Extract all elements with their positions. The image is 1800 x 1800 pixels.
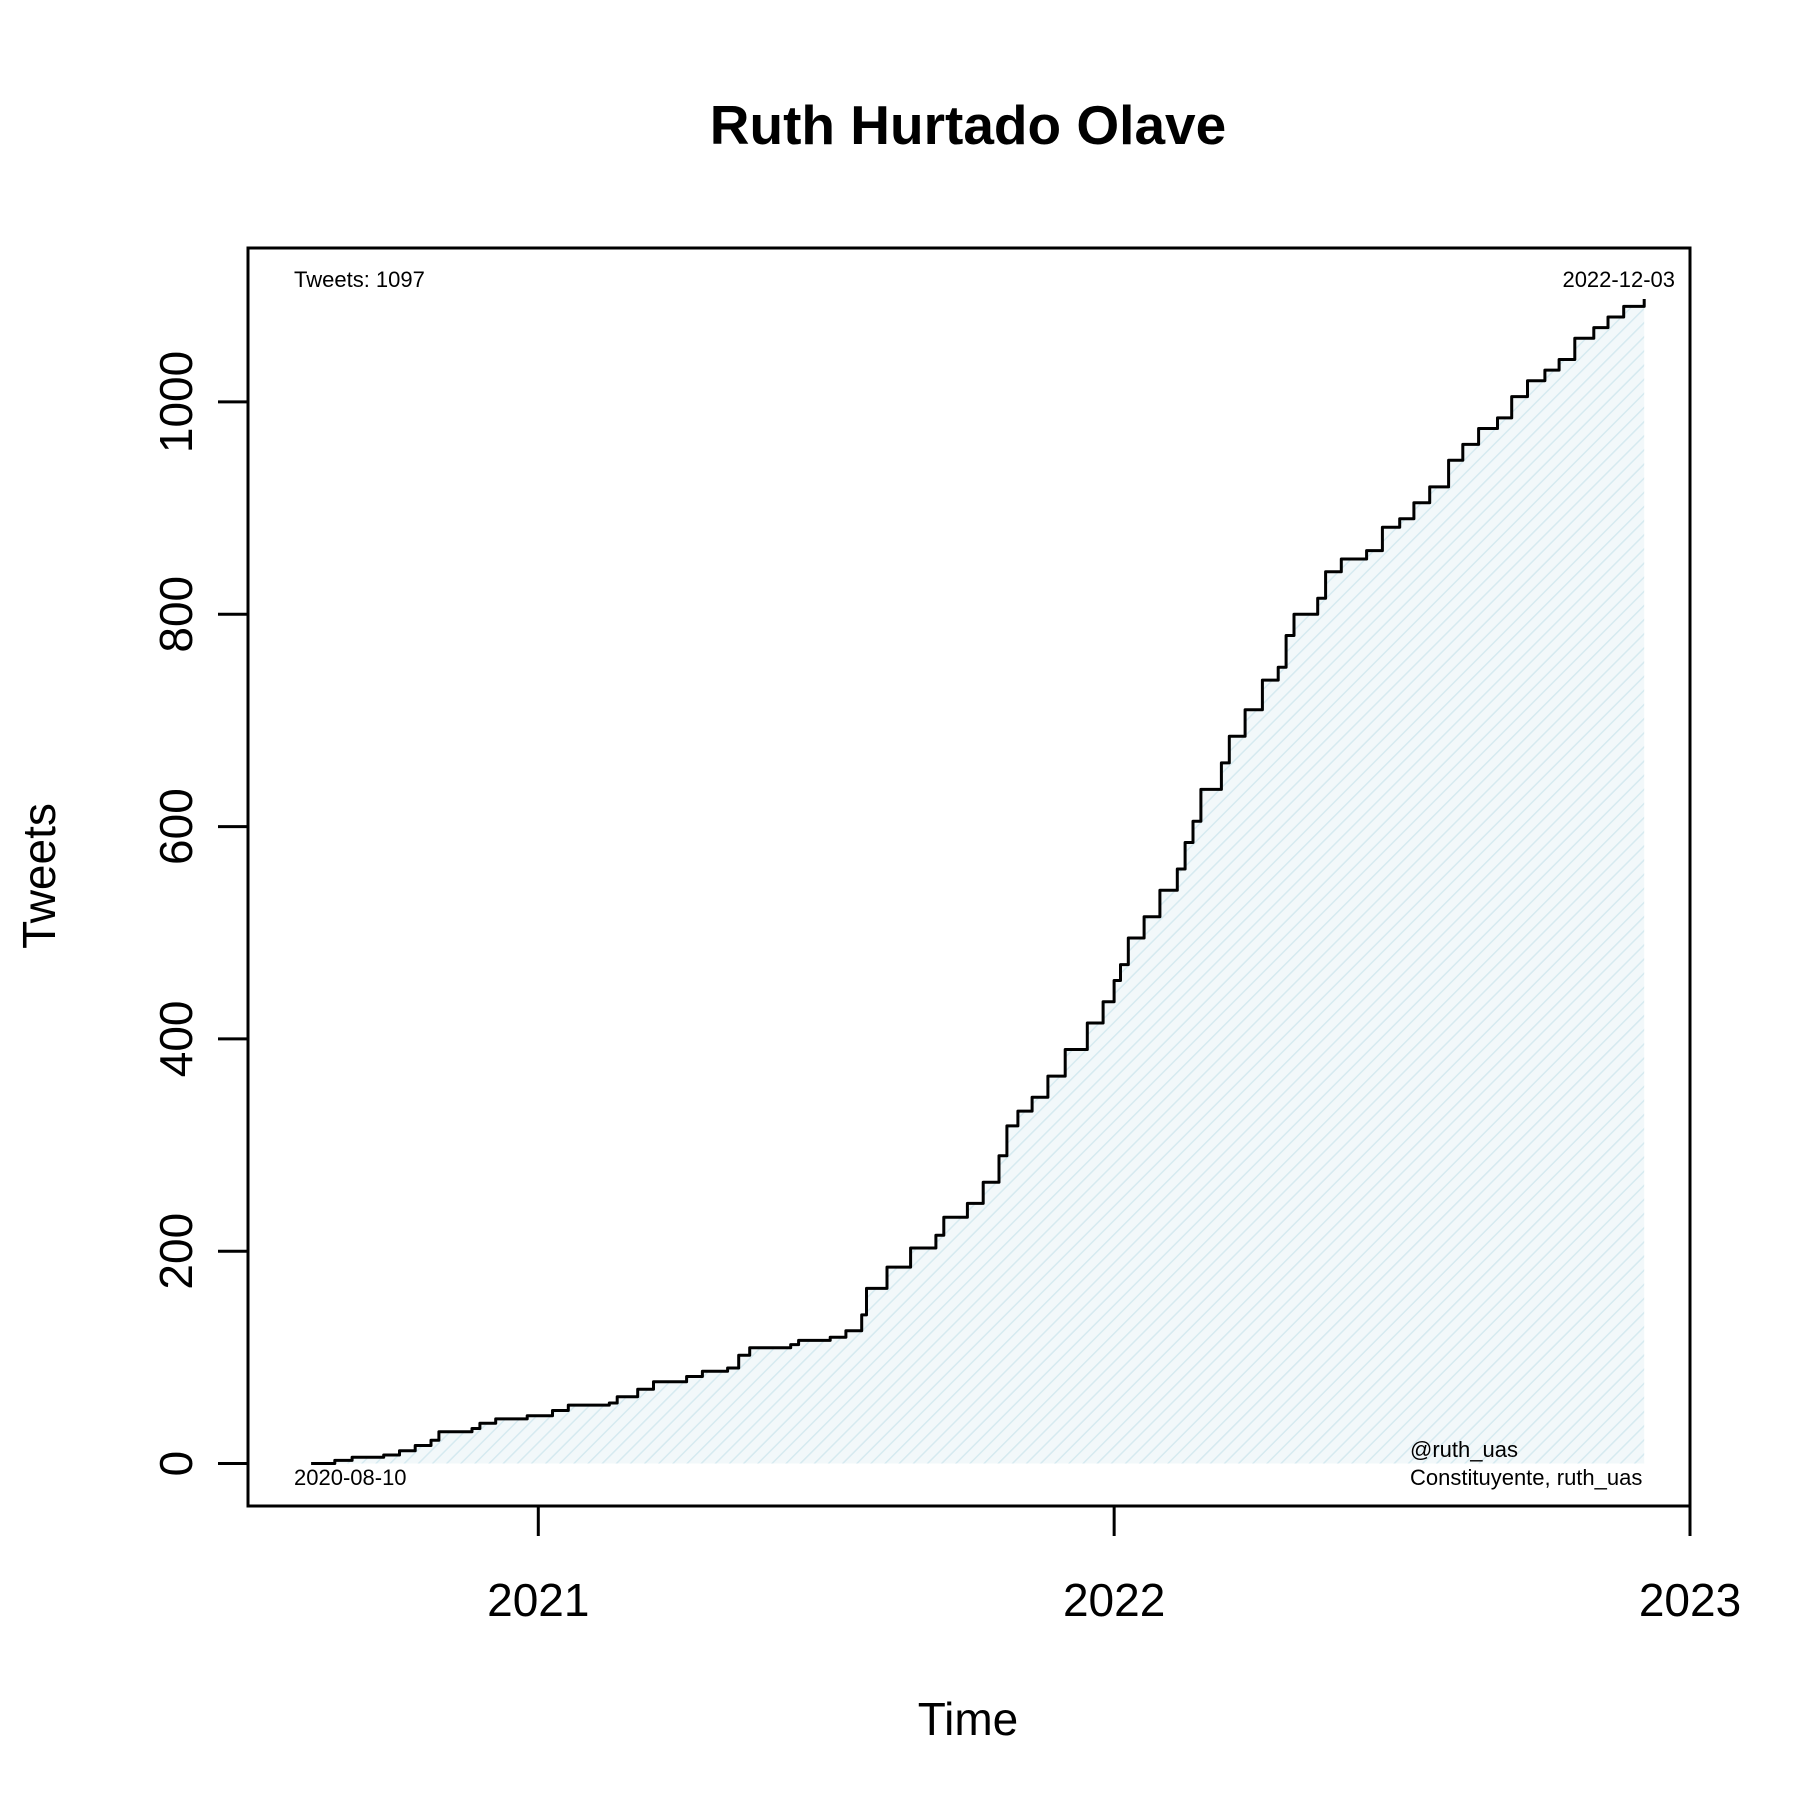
x-tick-label-2021: 2021: [487, 1574, 589, 1626]
y-tick-label-200: 200: [150, 1213, 202, 1290]
x-tick-label-2022: 2022: [1063, 1574, 1165, 1626]
cumulative-area-fill: [311, 299, 1645, 1464]
x-tick-label-2023: 2023: [1639, 1574, 1741, 1626]
y-axis-label: Tweets: [13, 803, 65, 949]
tweet-count-note: Tweets: 1097: [294, 267, 425, 292]
y-tick-label-800: 800: [150, 576, 202, 653]
start-date-note: 2020-08-10: [294, 1465, 407, 1490]
y-tick-label-600: 600: [150, 788, 202, 865]
end-date-note: 2022-12-03: [1562, 267, 1675, 292]
x-axis: 2021 2022 2023: [487, 1506, 1741, 1626]
y-axis: 0 200 400 600 800 1000: [150, 351, 248, 1477]
x-axis-label: Time: [918, 1693, 1019, 1745]
user-handle-note: @ruth_uas: [1410, 1437, 1518, 1462]
y-tick-label-1000: 1000: [150, 351, 202, 453]
cumulative-tweets-line: [311, 299, 1646, 1465]
plot-frame: [246, 246, 1692, 1508]
y-tick-label-400: 400: [150, 1001, 202, 1078]
plot-area: [246, 246, 1692, 1508]
user-description-note: Constituyente, ruth_uas: [1410, 1465, 1642, 1490]
y-tick-label-0: 0: [150, 1451, 202, 1477]
chart-title: Ruth Hurtado Olave: [710, 94, 1226, 156]
